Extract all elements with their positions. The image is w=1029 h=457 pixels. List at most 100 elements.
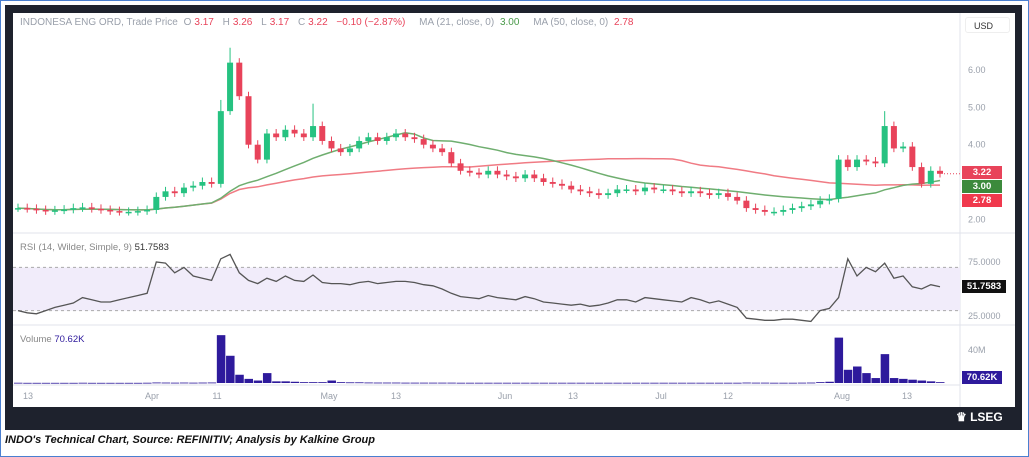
candle-body <box>485 170 492 175</box>
candle-body <box>254 144 261 160</box>
price-legend: INDONESA ENG ORD, Trade Price O 3.17 H 3.2… <box>20 17 636 28</box>
figure-caption: INDO's Technical Chart, Source: REFINITI… <box>5 434 375 446</box>
candle-body <box>752 208 759 210</box>
volume-bar <box>447 382 456 384</box>
volume-bar <box>871 378 880 383</box>
open-value: 3.17 <box>194 17 214 28</box>
candle-body <box>466 170 473 173</box>
candle-body <box>346 148 353 153</box>
candle-body <box>706 193 713 196</box>
volume-bar <box>318 382 327 383</box>
candle-body <box>420 139 427 145</box>
candle-body <box>199 182 206 186</box>
time-tick-label: Apr <box>145 391 159 401</box>
candle-body <box>180 187 187 194</box>
volume-bar <box>364 382 373 384</box>
candle-body <box>383 137 390 141</box>
candle-body <box>310 126 317 138</box>
volume-bar <box>511 382 521 384</box>
volume-bar <box>604 382 613 384</box>
candle-body <box>835 159 842 199</box>
rsi-tick-label: 25.0000 <box>968 311 1001 321</box>
candle-body <box>807 204 814 207</box>
volume-bar <box>69 382 78 384</box>
lseg-logo: ♛ LSEG <box>956 410 1003 424</box>
volume-bar <box>585 382 595 384</box>
rsi-last-tag: 51.7583 <box>962 280 1006 293</box>
volume-bar <box>548 382 558 384</box>
volume-bar <box>853 366 862 383</box>
volume-bar <box>152 382 161 384</box>
candle-body <box>651 187 658 190</box>
volume-bar <box>299 382 309 383</box>
rsi-legend: RSI (14, Wilder, Simple, 9) 51.7583 <box>20 242 169 253</box>
volume-bar <box>917 380 927 383</box>
volume-bar <box>936 382 945 383</box>
candle-body <box>245 96 252 145</box>
time-tick-label: 13 <box>568 391 578 401</box>
candle-body <box>402 133 409 138</box>
candle-body <box>494 170 501 175</box>
volume-bar <box>484 382 493 384</box>
time-tick-label: May <box>320 391 338 401</box>
rsi-tick-label: 75.0000 <box>968 257 1001 267</box>
candle-body <box>678 191 685 194</box>
volume-bar <box>244 378 253 383</box>
volume-bar <box>779 382 788 384</box>
candle-body <box>328 140 335 149</box>
volume-bar <box>262 373 272 383</box>
volume-bar <box>226 355 235 383</box>
volume-bar <box>392 382 401 384</box>
volume-bar <box>216 335 226 383</box>
close-value: 3.22 <box>308 17 328 28</box>
ma21-value: 3.00 <box>499 17 520 28</box>
candle-body <box>927 170 934 184</box>
candle-body <box>844 159 851 168</box>
volume-bar <box>124 382 134 384</box>
volume-bar <box>521 382 530 384</box>
volume-bar <box>438 382 447 384</box>
candle-body <box>171 191 178 194</box>
volume-bar <box>687 382 696 384</box>
volume-bar <box>889 378 899 383</box>
time-tick-label: Aug <box>834 391 850 401</box>
volume-bar <box>908 379 917 383</box>
volume-bar <box>355 382 364 384</box>
volume-bar <box>613 382 622 384</box>
candle-body <box>51 210 58 212</box>
candle-body <box>153 196 160 210</box>
candle-body <box>743 200 750 209</box>
candle-body <box>79 207 86 209</box>
candle-body <box>531 174 538 179</box>
volume-bar <box>23 382 32 384</box>
volume-value: 70.62K <box>54 334 85 345</box>
volume-title: Volume <box>20 334 52 345</box>
candle-body <box>540 178 547 182</box>
volume-bar <box>170 382 180 384</box>
candle-body <box>614 189 621 194</box>
candle-body <box>70 208 77 210</box>
volume-bar <box>677 382 687 384</box>
volume-bar <box>834 337 844 383</box>
volume-bar <box>530 382 539 384</box>
volume-bar <box>576 382 585 384</box>
volume-bar <box>843 369 853 383</box>
volume-bar <box>133 382 143 384</box>
volume-bar <box>539 382 549 384</box>
volume-bar <box>382 382 392 384</box>
price-tick-label: 5.00 <box>968 102 986 112</box>
currency-button[interactable]: USD <box>965 17 1010 33</box>
open-label: O <box>183 17 192 28</box>
candle-body <box>761 209 768 212</box>
volume-bar <box>650 382 659 384</box>
candle-body <box>632 189 639 192</box>
candle-body <box>439 148 446 153</box>
rsi-value: 51.7583 <box>134 242 169 253</box>
volume-bar <box>733 382 742 384</box>
volume-bar <box>696 382 705 384</box>
candle-body <box>116 211 123 213</box>
candle-body <box>715 193 722 196</box>
candle-body <box>319 126 326 141</box>
volume-bar <box>594 382 604 384</box>
